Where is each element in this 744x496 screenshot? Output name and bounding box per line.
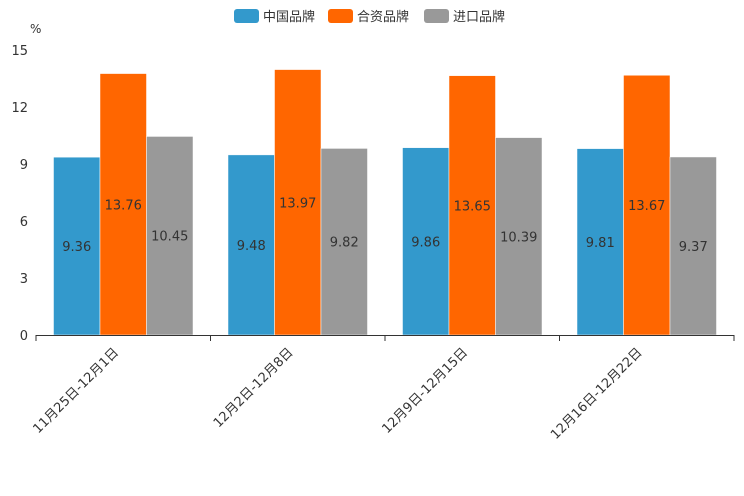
bar bbox=[146, 136, 194, 336]
y-tick-label: 12 bbox=[11, 101, 28, 116]
bar bbox=[99, 73, 147, 336]
x-category-label: 12月16日-12月22日 bbox=[548, 345, 645, 442]
data-label: 13.97 bbox=[279, 196, 316, 211]
bar bbox=[227, 154, 275, 336]
x-category-label: 11月25日-12月1日 bbox=[30, 345, 122, 437]
y-axis: 0 3 6 9 12 15 bbox=[11, 44, 28, 344]
bar bbox=[53, 156, 101, 336]
legend-label: 进口品牌 bbox=[453, 9, 505, 25]
data-label: 9.37 bbox=[679, 240, 708, 255]
bars: 9.36 13.76 10.45 9.48 13.97 9.82 9.86 13.65 10.3… bbox=[53, 69, 717, 336]
bar bbox=[274, 69, 322, 336]
y-axis-unit-label: % bbox=[30, 22, 41, 36]
legend-swatch bbox=[328, 9, 353, 23]
y-tick-label: 15 bbox=[11, 44, 28, 59]
data-label: 9.82 bbox=[330, 236, 359, 251]
data-label: 9.36 bbox=[62, 240, 91, 255]
data-label: 13.65 bbox=[454, 199, 491, 214]
data-label: 13.76 bbox=[105, 198, 142, 213]
y-tick-label: 6 bbox=[20, 215, 28, 230]
bar bbox=[402, 147, 450, 336]
data-label: 9.86 bbox=[411, 235, 440, 250]
data-label: 10.45 bbox=[151, 230, 188, 245]
data-label: 9.48 bbox=[237, 239, 266, 254]
legend-label: 中国品牌 bbox=[263, 9, 315, 25]
y-tick-label: 0 bbox=[20, 329, 28, 344]
x-category-label: 12月9日-12月15日 bbox=[379, 345, 471, 437]
legend-swatch bbox=[234, 9, 259, 23]
legend: 中国品牌 合资品牌 进口品牌 bbox=[234, 9, 505, 25]
legend-label: 合资品牌 bbox=[357, 9, 409, 25]
y-tick-label: 3 bbox=[20, 272, 28, 287]
x-axis: 11月25日-12月1日 12月2日-12月8日 12月9日-12月15日 12月16… bbox=[30, 335, 735, 443]
data-label: 13.67 bbox=[628, 199, 665, 214]
legend-swatch bbox=[424, 9, 449, 23]
data-label: 9.81 bbox=[586, 236, 615, 251]
bar bbox=[669, 156, 717, 336]
x-category-label: 12月2日-12月8日 bbox=[211, 345, 297, 431]
data-label: 10.39 bbox=[500, 230, 537, 245]
bar bbox=[448, 75, 496, 336]
y-tick-label: 9 bbox=[20, 158, 28, 173]
bar bbox=[576, 148, 624, 336]
bar bbox=[320, 148, 368, 336]
